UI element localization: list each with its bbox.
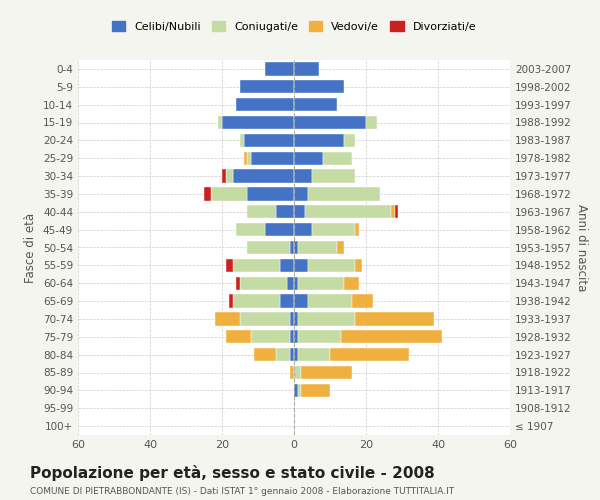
Bar <box>240 312 290 326</box>
Bar <box>240 80 294 94</box>
Bar <box>294 294 308 308</box>
Bar <box>355 223 359 236</box>
Bar <box>355 258 362 272</box>
Bar <box>215 312 240 326</box>
Bar <box>312 170 355 183</box>
Bar <box>290 312 294 326</box>
Bar <box>265 62 294 76</box>
Bar <box>294 80 344 94</box>
Bar <box>294 330 298 344</box>
Bar <box>236 276 240 290</box>
Bar <box>276 205 294 218</box>
Bar <box>233 258 280 272</box>
Bar <box>280 258 294 272</box>
Bar <box>226 258 233 272</box>
Bar <box>344 276 359 290</box>
Bar <box>290 241 294 254</box>
Bar <box>211 187 247 200</box>
Bar <box>298 330 341 344</box>
Bar <box>294 134 344 147</box>
Bar <box>254 348 276 362</box>
Bar <box>294 241 298 254</box>
Bar <box>294 258 308 272</box>
Bar <box>222 116 294 129</box>
Bar <box>298 348 330 362</box>
Bar <box>204 187 211 200</box>
Bar <box>236 223 265 236</box>
Bar <box>298 241 337 254</box>
Bar <box>290 330 294 344</box>
Bar <box>294 384 298 397</box>
Bar <box>290 366 294 379</box>
Text: Popolazione per età, sesso e stato civile - 2008: Popolazione per età, sesso e stato civil… <box>30 465 435 481</box>
Y-axis label: Fasce di età: Fasce di età <box>25 212 37 282</box>
Bar <box>298 384 301 397</box>
Bar <box>226 330 251 344</box>
Legend: Celibi/Nubili, Coniugati/e, Vedovi/e, Divorziati/e: Celibi/Nubili, Coniugati/e, Vedovi/e, Di… <box>107 17 481 36</box>
Bar <box>290 348 294 362</box>
Bar <box>247 241 290 254</box>
Bar <box>323 152 352 165</box>
Bar <box>366 116 377 129</box>
Bar <box>337 241 344 254</box>
Bar <box>298 276 344 290</box>
Bar <box>251 152 294 165</box>
Bar <box>251 330 290 344</box>
Bar <box>294 223 312 236</box>
Bar <box>294 187 308 200</box>
Bar <box>341 330 442 344</box>
Bar <box>247 187 294 200</box>
Bar <box>247 152 251 165</box>
Bar <box>305 205 391 218</box>
Bar <box>355 312 434 326</box>
Bar <box>308 294 352 308</box>
Bar <box>308 258 355 272</box>
Text: COMUNE DI PIETRABBONDANTE (IS) - Dati ISTAT 1° gennaio 2008 - Elaborazione TUTTI: COMUNE DI PIETRABBONDANTE (IS) - Dati IS… <box>30 488 454 496</box>
Bar <box>226 170 233 183</box>
Bar <box>352 294 373 308</box>
Bar <box>330 348 409 362</box>
Bar <box>247 205 276 218</box>
Bar <box>265 223 294 236</box>
Bar <box>240 134 244 147</box>
Bar <box>294 205 305 218</box>
Bar <box>222 170 226 183</box>
Bar <box>287 276 294 290</box>
Bar <box>233 294 280 308</box>
Bar <box>298 312 355 326</box>
Bar <box>294 366 301 379</box>
Bar <box>395 205 398 218</box>
Bar <box>236 98 294 112</box>
Bar <box>229 294 233 308</box>
Bar <box>344 134 355 147</box>
Bar <box>312 223 355 236</box>
Bar <box>244 134 294 147</box>
Bar <box>294 152 323 165</box>
Bar <box>391 205 395 218</box>
Bar <box>294 276 298 290</box>
Bar <box>276 348 290 362</box>
Bar <box>240 276 287 290</box>
Bar <box>294 312 298 326</box>
Bar <box>233 170 294 183</box>
Bar <box>218 116 222 129</box>
Bar <box>301 366 352 379</box>
Bar <box>294 116 366 129</box>
Bar <box>244 152 247 165</box>
Bar <box>280 294 294 308</box>
Bar <box>294 348 298 362</box>
Bar <box>294 170 312 183</box>
Bar <box>294 98 337 112</box>
Bar <box>308 187 380 200</box>
Bar <box>294 62 319 76</box>
Y-axis label: Anni di nascita: Anni di nascita <box>575 204 588 291</box>
Bar <box>301 384 330 397</box>
